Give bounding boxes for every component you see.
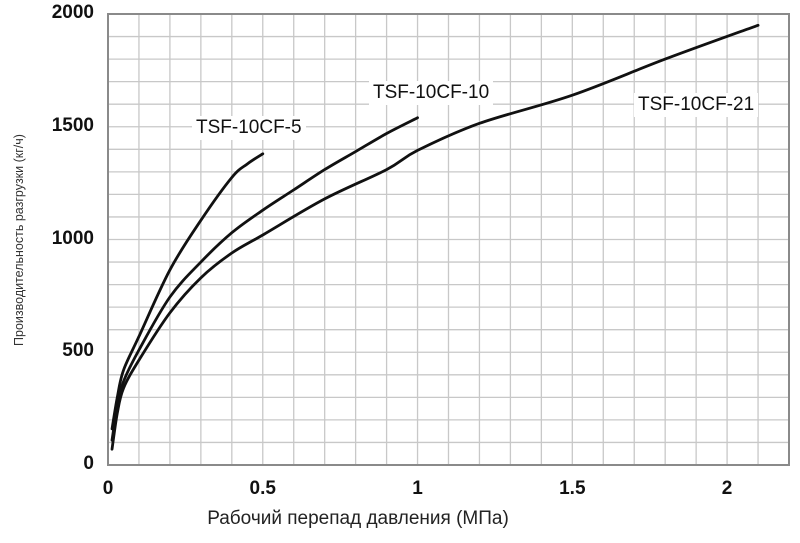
x-axis-label: Рабочий перепад давления (МПа) <box>207 508 509 529</box>
x-tick-label: 2 <box>721 478 733 499</box>
x-tick-label: 0 <box>102 478 114 499</box>
y-tick-label: 0 <box>83 453 94 474</box>
series-line-tsf-10cf-10 <box>110 116 419 442</box>
x-tick-label: 1.5 <box>559 478 586 499</box>
y-tick-label: 500 <box>62 340 94 362</box>
series-lines <box>110 23 760 451</box>
x-tick-label: 1 <box>412 478 423 499</box>
series-label-tsf-10cf-5: TSF-10CF-5 <box>192 116 306 140</box>
y-axis-label: Производительность разгрузки (кг/ч) <box>12 134 26 346</box>
x-tick-label: 0.5 <box>249 478 276 499</box>
series-line-tsf-10cf-21 <box>110 23 760 451</box>
series-label-tsf-10cf-21: TSF-10CF-21 <box>634 93 759 117</box>
plot-frame <box>107 13 790 466</box>
y-tick-label: 1500 <box>51 114 94 136</box>
series-line-tsf-10cf-5 <box>110 152 265 431</box>
y-tick-label: 1000 <box>51 227 94 249</box>
y-tick-label: 2000 <box>51 2 94 23</box>
series-label-tsf-10cf-10: TSF-10CF-10 <box>369 81 494 105</box>
